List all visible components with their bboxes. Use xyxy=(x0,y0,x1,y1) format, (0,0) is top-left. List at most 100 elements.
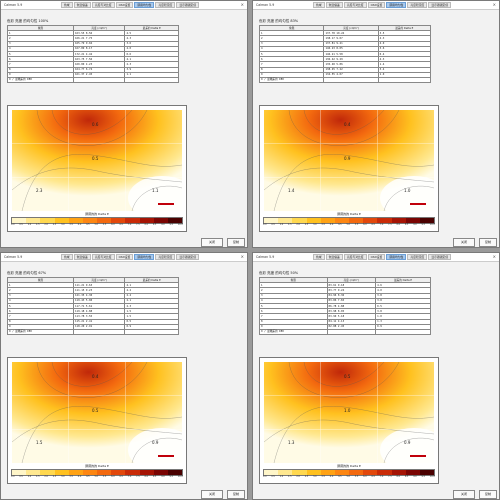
panel-heading: 色彩 亮度 的均匀性 67% xyxy=(7,271,47,275)
tab-5[interactable]: 亮度稳定度 xyxy=(155,254,176,260)
legend-caption: 屏幕的的 Delta E xyxy=(85,212,109,216)
tab-2[interactable]: 亮度与对比度 xyxy=(343,2,367,8)
tab-1[interactable]: 色温偏差 xyxy=(325,2,343,8)
tab-2[interactable]: 亮度与对比度 xyxy=(343,254,367,260)
lum-cell xyxy=(326,328,377,336)
close-button[interactable]: 关闭 xyxy=(201,238,223,247)
tab-2[interactable]: 亮度与对比度 xyxy=(91,2,115,8)
tab-5[interactable]: 亮度稳定度 xyxy=(407,254,428,260)
scale-tick: 3.0 xyxy=(313,475,317,478)
heatmap: 0.5 1.0 1.3 0.9 xyxy=(264,362,434,463)
scale-tick: 6.0 xyxy=(363,223,367,226)
scale-tick: 2.5 xyxy=(304,223,309,226)
copy-button[interactable]: 复制 xyxy=(227,490,245,499)
close-icon[interactable]: × xyxy=(240,254,244,259)
tab-3[interactable]: OSD设置 xyxy=(115,254,134,260)
tab-6[interactable]: 显示器锁定值 xyxy=(176,254,200,260)
tab-0[interactable]: 色域 xyxy=(61,2,73,8)
scale-tick: 9.5 xyxy=(169,223,174,226)
scale-tick: 5.0 xyxy=(346,223,350,226)
copy-button[interactable]: 复制 xyxy=(479,490,497,499)
de-cell xyxy=(124,328,179,336)
lum-cell xyxy=(72,76,126,84)
app-title: Calman 5.9 xyxy=(256,255,275,259)
tab-4[interactable]: 屏幕均匀性 xyxy=(386,2,407,8)
tab-4[interactable]: 屏幕均匀性 xyxy=(134,2,155,8)
scale-tick: 3.5 xyxy=(321,475,325,478)
tab-1[interactable]: 色温偏差 xyxy=(73,2,91,8)
legend-caption: 屏幕的的 Delta E xyxy=(337,464,361,468)
tab-6[interactable]: 显示器锁定值 xyxy=(176,2,200,8)
color-scale xyxy=(11,217,183,224)
heatmap-light-zone xyxy=(128,176,182,211)
copy-button[interactable]: 复制 xyxy=(227,238,245,247)
title-bar: Calman 5.9 色域 色温偏差 亮度与对比度 OSD设置 屏幕均匀性 亮度稳定度 显示… xyxy=(253,253,499,262)
tab-6[interactable]: 显示器锁定值 xyxy=(428,2,452,8)
de-cell xyxy=(375,328,431,336)
close-button[interactable]: 关闭 xyxy=(201,490,223,499)
tab-3[interactable]: OSD设置 xyxy=(367,254,386,260)
scale-tick: 10.0 xyxy=(429,223,435,226)
close-button[interactable]: 关闭 xyxy=(453,490,475,499)
scale-tick: 3.0 xyxy=(61,223,65,226)
title-bar: Calman 5.9 色域 色温偏差 亮度与对比度 OSD设置 屏幕均匀性 亮度稳定度 显示… xyxy=(1,253,247,262)
scale-tick: 8.5 xyxy=(404,223,409,226)
zone-mark: 1.3 xyxy=(288,440,295,445)
scale-swatch xyxy=(97,218,112,223)
zone-mark: 1.4 xyxy=(288,188,295,193)
tab-5[interactable]: 亮度稳定度 xyxy=(407,2,428,8)
zone-mark: 0.5 xyxy=(92,156,99,161)
scale-swatch xyxy=(391,218,406,223)
heatmap: 0.4 0.5 1.5 0.9 xyxy=(12,362,182,463)
scale-tick: 7.0 xyxy=(127,223,132,226)
legend-caption: 屏幕的的 Delta E xyxy=(337,212,361,216)
scale-tick: 8.5 xyxy=(404,475,409,478)
close-icon[interactable]: × xyxy=(240,2,244,7)
scale-tick: 8.5 xyxy=(152,475,157,478)
tab-0[interactable]: 色域 xyxy=(313,2,325,8)
close-button[interactable]: 关闭 xyxy=(453,238,475,247)
close-icon[interactable]: × xyxy=(492,2,496,7)
scale-swatch xyxy=(26,470,41,475)
scale-ticks: 0.0 0.5 1.0 1.5 2.0 2.5 3.0 3.5 4.0 4.5 5.0 5.5 6.0 6… xyxy=(263,475,435,479)
zone-mark: 1.5 xyxy=(36,440,43,445)
zone-mark: 0.4 xyxy=(92,374,99,379)
tab-1[interactable]: 色温偏差 xyxy=(325,254,343,260)
tab-4[interactable]: 屏幕均匀性 xyxy=(134,254,155,260)
copy-button[interactable]: 复制 xyxy=(479,238,497,247)
tab-4[interactable]: 屏幕均匀性 xyxy=(386,254,407,260)
grid-lines xyxy=(12,110,182,211)
scale-tick: 5.5 xyxy=(354,223,359,226)
scale-swatch xyxy=(167,218,183,223)
tab-6[interactable]: 显示器锁定值 xyxy=(428,254,452,260)
tab-3[interactable]: OSD设置 xyxy=(115,2,134,8)
tab-5[interactable]: 亮度稳定度 xyxy=(155,2,176,8)
tab-3[interactable]: OSD设置 xyxy=(367,2,386,8)
tab-0[interactable]: 色域 xyxy=(313,254,325,260)
tab-2[interactable]: 亮度与对比度 xyxy=(91,254,115,260)
scale-tick: 6.5 xyxy=(371,475,375,478)
uniformity-window-p100: Calman 5.9 色域 色温偏差 亮度与对比度 OSD设置 屏幕均匀性 亮度稳定度 显示… xyxy=(0,0,248,248)
legend-caption: 屏幕的的 Delta E xyxy=(85,464,109,468)
tab-1[interactable]: 色温偏差 xyxy=(73,254,91,260)
scale-swatch xyxy=(278,470,293,475)
zone-mark: 1.0 xyxy=(344,408,351,413)
tab-0[interactable]: 色域 xyxy=(61,254,73,260)
scale-swatch xyxy=(82,470,98,475)
scale-tick: 4.0 xyxy=(77,223,82,226)
scale-swatch xyxy=(12,218,27,223)
scale-tick: 5.0 xyxy=(94,223,98,226)
scale-swatch xyxy=(349,470,364,475)
scale-tick: 6.0 xyxy=(111,223,115,226)
zone-mark: 0.5 xyxy=(92,408,99,413)
scale-swatch xyxy=(153,470,168,475)
scale-tick: 2.0 xyxy=(296,475,300,478)
grid-lines xyxy=(264,110,434,211)
scale-swatch xyxy=(264,218,279,223)
scale-tick: 1.0 xyxy=(27,475,32,478)
close-icon[interactable]: × xyxy=(492,254,496,259)
scale-tick: 6.0 xyxy=(111,475,115,478)
scale-tick: 9.0 xyxy=(161,475,165,478)
lum-cell xyxy=(323,76,379,84)
heatmap-box: 0.4 0.5 1.5 0.9 屏幕的的 Delta E 0.0 0.5 1.0 1.… xyxy=(7,357,187,484)
